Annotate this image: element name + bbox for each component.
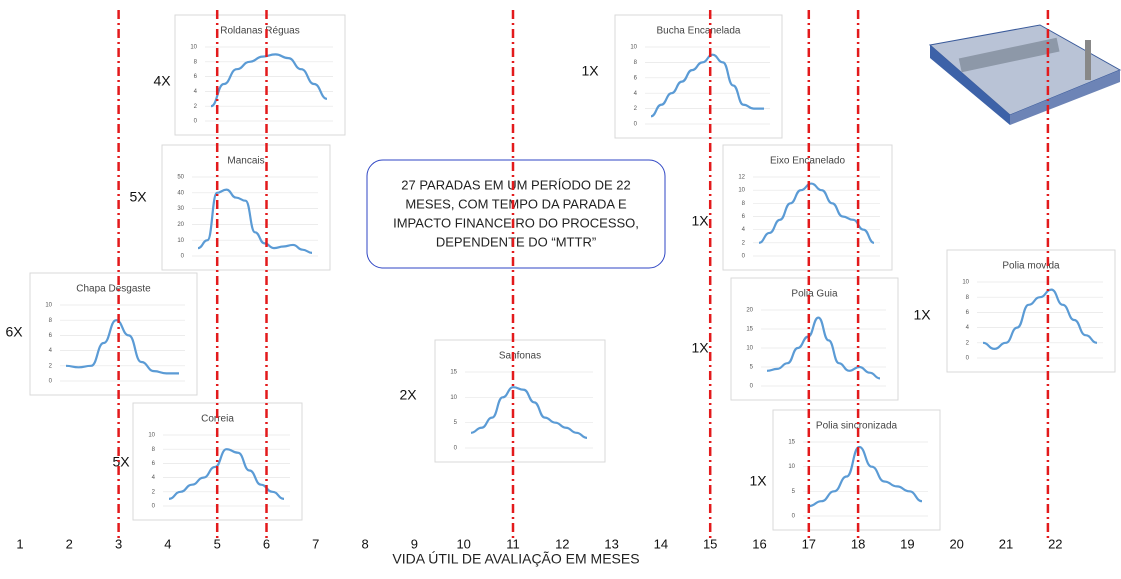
note-text: 27 PARADAS EM UM PERÍODO DE 22 [401,177,631,192]
multiplier: 5X [112,454,130,470]
y-tick-label: 30 [177,206,184,212]
multiplier: 1X [749,473,767,489]
note-text: IMPACTO FINANCEIRO DO PROCESSO, [393,215,639,230]
month-label: 15 [703,536,717,551]
y-tick-label: 10 [788,464,795,470]
chart-title: Bucha Encanelada [657,26,741,37]
month-label: 19 [900,536,914,551]
chart-title: Mancais [227,156,264,167]
chart-title: Polia movida [1002,261,1060,272]
mini-chart: Mancais01020304050 [162,145,330,270]
month-label: 3 [115,536,122,551]
y-tick-label: 12 [738,175,745,181]
y-tick-label: 10 [148,433,155,439]
chart-title: Polia sincronizada [816,421,898,432]
y-tick-label: 15 [746,327,753,333]
note-box [367,160,665,268]
note-text: DEPENDENTE DO “MTTR” [436,234,596,249]
month-label: 4 [164,536,171,551]
month-label: 18 [851,536,865,551]
y-tick-label: 10 [746,346,753,352]
month-label: 13 [604,536,618,551]
y-tick-label: 10 [738,188,745,194]
y-tick-label: 40 [177,190,184,196]
slide: VIDA ÚTIL DE AVALIAÇÃO EM MESES 12345678… [0,0,1121,579]
month-label: 1 [16,536,23,551]
axis-title: VIDA ÚTIL DE AVALIAÇÃO EM MESES [392,551,639,567]
multiplier: 4X [153,73,171,89]
month-label: 11 [506,536,520,551]
multiplier: 5X [129,189,147,205]
y-tick-label: 10 [450,395,457,401]
month-label: 7 [312,536,319,551]
chart-title: Roldanas Réguas [220,26,300,37]
month-label: 6 [263,536,270,551]
y-tick-label: 10 [45,303,52,309]
multiplier: 6X [5,324,23,340]
month-label: 5 [214,536,221,551]
chart-title: Polia Guia [791,289,838,300]
multiplier: 1X [691,213,709,229]
multiplier: 2X [399,387,417,403]
multiplier: 1X [691,340,709,356]
y-tick-label: 50 [177,175,184,181]
chart-title: Chapa Desgaste [76,284,151,295]
note-text: MESES, COM TEMPO DA PARADA E [405,196,627,211]
month-label: 9 [411,536,418,551]
month-label: 20 [949,536,963,551]
machine-image [930,25,1120,125]
y-tick-label: 15 [450,370,457,376]
y-tick-label: 20 [746,308,753,314]
y-tick-label: 10 [962,280,969,286]
month-label: 22 [1048,536,1062,551]
month-label: 17 [802,536,816,551]
month-label: 16 [752,536,766,551]
multiplier: 1X [581,63,599,79]
y-tick-label: 10 [177,238,184,244]
y-tick-label: 10 [630,45,637,51]
mini-chart: Polia movida0246810 [947,250,1115,372]
month-label: 21 [999,536,1013,551]
month-label: 2 [66,536,73,551]
y-tick-label: 15 [788,440,795,446]
y-tick-label: 20 [177,222,184,228]
month-label: 12 [555,536,569,551]
y-tick-label: 10 [190,45,197,51]
multiplier: 1X [913,307,931,323]
month-label: 14 [654,536,668,551]
month-label: 8 [361,536,368,551]
month-label: 10 [456,536,470,551]
chart-title: Sanfonas [499,351,541,362]
